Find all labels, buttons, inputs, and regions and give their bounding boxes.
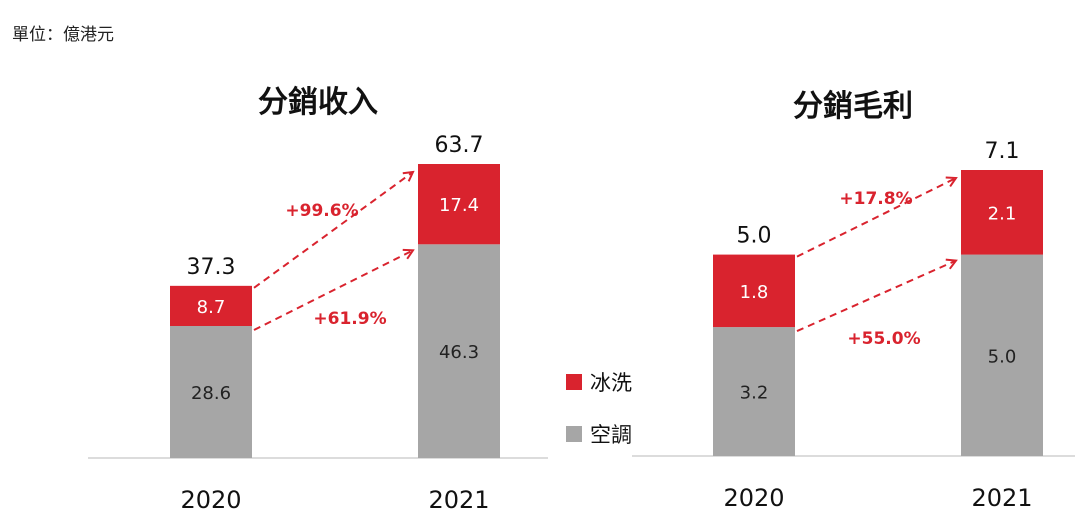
growth-label-icewash: +17.8% xyxy=(839,189,912,209)
chart-title: 分銷收入 xyxy=(258,85,378,120)
growth-arrow-icewash xyxy=(253,172,413,289)
bar-aircon-2021 xyxy=(961,254,1043,456)
x-tick-2021: 2021 xyxy=(428,486,489,514)
growth-arrow-icewash xyxy=(796,178,956,258)
total-label-2020: 5.0 xyxy=(737,224,772,249)
x-tick-2020: 2020 xyxy=(180,486,241,514)
bar-aircon-2020 xyxy=(713,327,795,456)
growth-label-aircon: +61.9% xyxy=(313,309,386,329)
unit-label: 單位：億港元 xyxy=(12,25,114,45)
legend-swatch-0 xyxy=(566,374,582,390)
total-label-2021: 63.7 xyxy=(435,133,484,158)
growth-label-icewash: +99.6% xyxy=(285,201,358,221)
bar-aircon-2021 xyxy=(418,244,500,458)
label-icewash-2021: 17.4 xyxy=(439,195,479,216)
bar-icewash-2020 xyxy=(170,285,252,326)
legend-swatch-1 xyxy=(566,426,582,442)
label-aircon-2020: 28.6 xyxy=(191,383,231,404)
growth-arrow-aircon xyxy=(796,261,956,333)
total-label-2020: 37.3 xyxy=(187,255,236,280)
label-aircon-2021: 5.0 xyxy=(988,346,1017,367)
x-tick-2020: 2020 xyxy=(723,484,784,512)
bar-aircon-2020 xyxy=(170,326,252,458)
label-icewash-2020: 8.7 xyxy=(197,297,226,318)
legend-label-0: 冰洗 xyxy=(590,371,632,395)
chart-title: 分銷毛利 xyxy=(793,89,913,124)
growth-label-aircon: +55.0% xyxy=(847,329,920,349)
label-icewash-2021: 2.1 xyxy=(988,203,1017,224)
label-aircon-2021: 46.3 xyxy=(439,342,479,363)
x-tick-2021: 2021 xyxy=(971,484,1032,512)
bar-icewash-2021 xyxy=(961,170,1043,255)
total-label-2021: 7.1 xyxy=(985,139,1020,164)
bar-icewash-2020 xyxy=(713,254,795,328)
label-icewash-2020: 1.8 xyxy=(740,282,769,303)
bar-icewash-2021 xyxy=(418,164,500,245)
legend-label-1: 空調 xyxy=(590,423,632,447)
label-aircon-2020: 3.2 xyxy=(740,383,769,404)
growth-arrow-aircon xyxy=(253,250,413,331)
